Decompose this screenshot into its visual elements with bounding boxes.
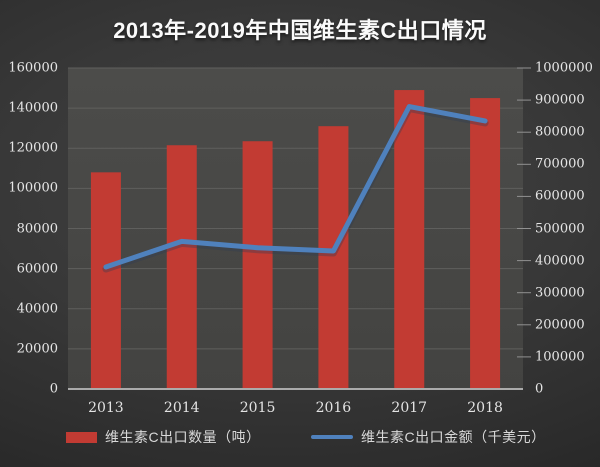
legend-item-export-quantity: 维生素C出口数量（吨）	[66, 426, 261, 448]
left-axis-tick-label: 140000	[8, 100, 58, 116]
right-axis-tick-label: 300000	[535, 285, 585, 301]
right-axis-tick-label: 0	[535, 381, 544, 397]
legend: 维生素C出口数量（吨） 维生素C出口金额（千美元）	[0, 426, 600, 448]
left-axis-tick-label: 0	[49, 381, 58, 397]
x-axis-label-2016: 2016	[315, 400, 352, 416]
right-axis-tick-label: 1000000	[535, 60, 593, 76]
left-axis-tick-label: 80000	[16, 221, 58, 236]
x-axis-label-2013: 2013	[88, 400, 124, 416]
right-axis-tick-label: 700000	[535, 156, 585, 172]
right-axis-tick-label: 200000	[535, 317, 585, 333]
right-axis-tick-label: 800000	[535, 124, 585, 140]
x-axis-label-2014: 2014	[163, 400, 200, 416]
left-axis-tick-label: 60000	[16, 261, 58, 277]
x-axis-label-2017: 2017	[391, 400, 428, 416]
left-axis-tick-label: 20000	[16, 341, 58, 357]
plot-background	[68, 68, 523, 389]
right-axis-tick-label: 500000	[535, 221, 585, 236]
chart-title: 2013年-2019年中国维生素C出口情况	[113, 18, 487, 43]
left-axis-tick-label: 160000	[8, 60, 58, 76]
left-axis-tick-label: 120000	[8, 140, 58, 156]
right-axis-tick-label: 400000	[535, 253, 585, 269]
left-axis-tick-label: 40000	[16, 301, 58, 317]
legend-label-export-value: 维生素C出口金额（千美元）	[361, 429, 546, 445]
right-axis-tick-label: 600000	[535, 188, 585, 204]
x-axis-label-2018: 2018	[467, 400, 503, 416]
right-axis-tick-label: 100000	[535, 349, 585, 365]
x-axis-label-2015: 2015	[239, 400, 276, 416]
legend-label-export-quantity: 维生素C出口数量（吨）	[105, 429, 261, 445]
legend-item-export-value: 维生素C出口金额（千美元）	[311, 426, 546, 448]
bar-series-swatch	[66, 431, 97, 443]
right-axis-tick-label: 900000	[535, 92, 585, 108]
left-axis-tick-label: 100000	[8, 180, 58, 196]
line-series-swatch	[311, 435, 353, 439]
